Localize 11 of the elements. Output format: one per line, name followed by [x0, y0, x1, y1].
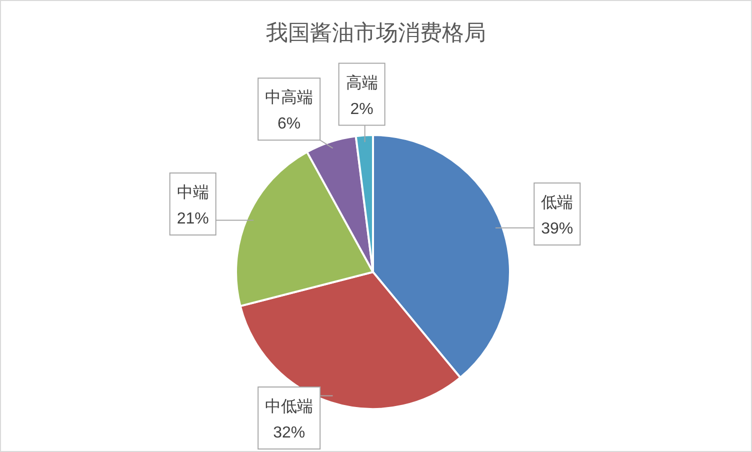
- data-label: 2%: [350, 100, 374, 118]
- data-label: 32%: [273, 424, 306, 442]
- slice-label: 低端: [541, 193, 574, 212]
- slice-label: 中高端: [265, 88, 314, 107]
- slice-label: 中端: [176, 183, 209, 202]
- data-label: 6%: [278, 116, 301, 133]
- slice-label: 中低端: [265, 398, 314, 416]
- slice-label: 高端: [346, 74, 378, 92]
- chart-title: 我国酱油市场消费格局: [266, 20, 486, 45]
- data-label: 39%: [541, 220, 574, 238]
- data-label: 21%: [176, 210, 209, 228]
